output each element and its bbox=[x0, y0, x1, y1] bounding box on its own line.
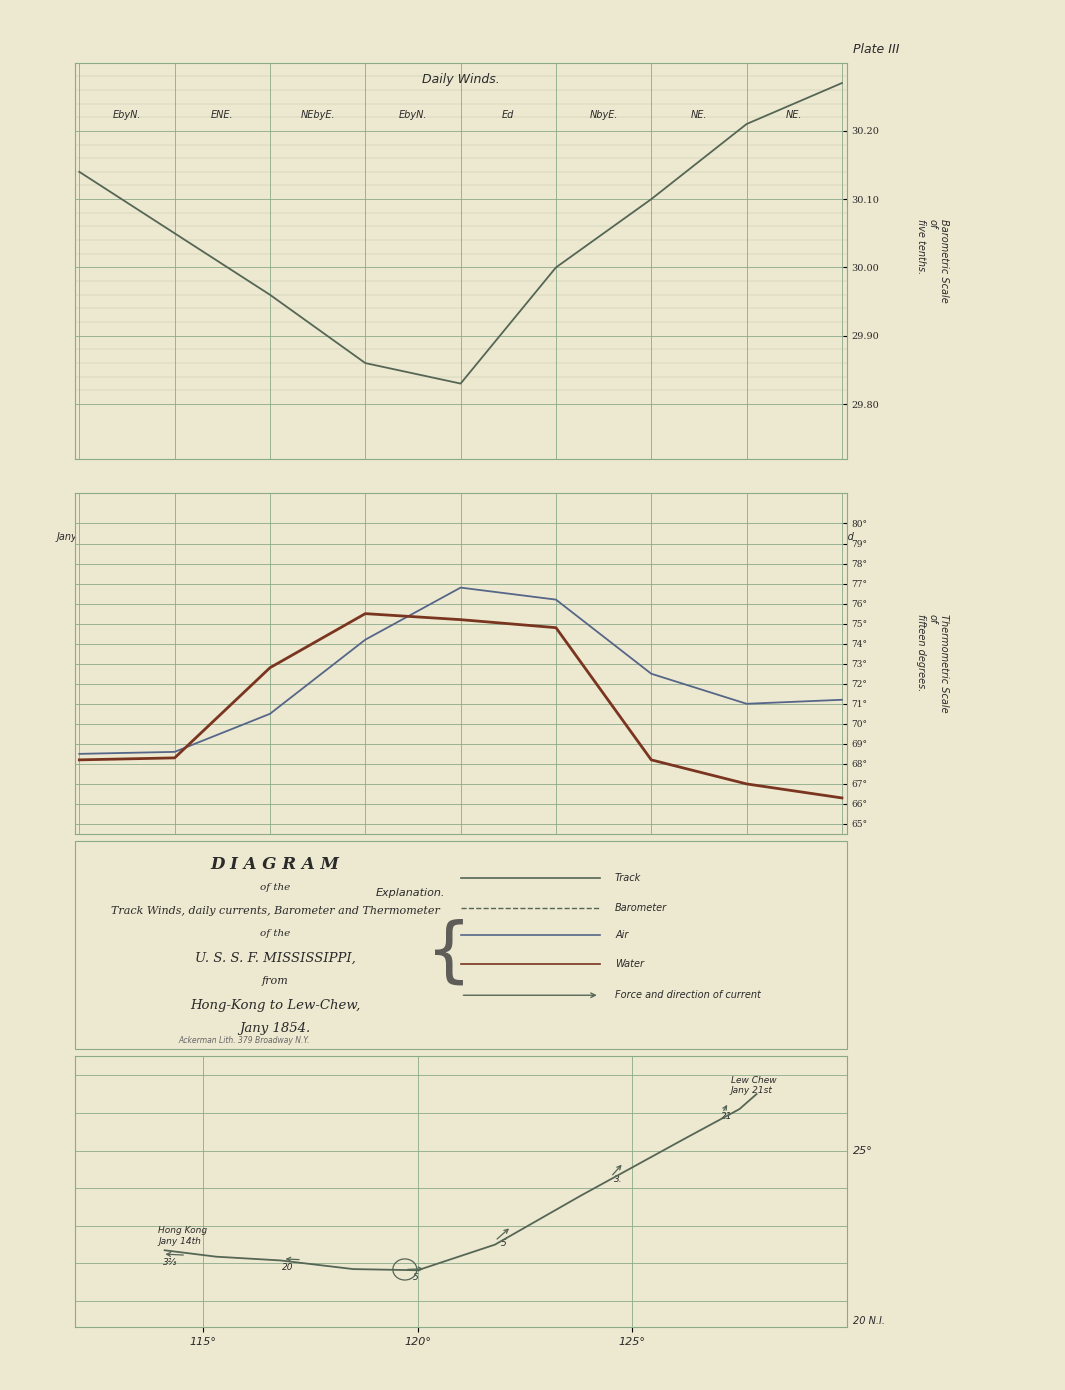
Text: 20th: 20th bbox=[640, 532, 662, 542]
Text: 3.: 3. bbox=[613, 1175, 622, 1184]
Text: Water: Water bbox=[616, 959, 644, 969]
Text: Air: Air bbox=[616, 930, 628, 940]
Text: Daily Winds.: Daily Winds. bbox=[422, 74, 499, 86]
Text: EbyN.: EbyN. bbox=[113, 110, 142, 120]
Text: 20 N.I.: 20 N.I. bbox=[853, 1315, 885, 1326]
Text: 17th: 17th bbox=[354, 532, 377, 542]
Text: Track Winds, daily currents, Barometer and Thermometer: Track Winds, daily currents, Barometer a… bbox=[111, 906, 440, 916]
Text: Hong-Kong to Lew-Chew,: Hong-Kong to Lew-Chew, bbox=[191, 999, 360, 1012]
Text: ENE.: ENE. bbox=[211, 110, 233, 120]
Text: Jany 1854.: Jany 1854. bbox=[240, 1023, 311, 1036]
Text: Track: Track bbox=[616, 873, 641, 884]
Text: Force and direction of current: Force and direction of current bbox=[616, 990, 760, 1001]
Text: NE.: NE. bbox=[691, 110, 707, 120]
Text: 18th: 18th bbox=[449, 532, 472, 542]
Text: of the: of the bbox=[260, 883, 291, 891]
Text: 3⅔: 3⅔ bbox=[163, 1258, 178, 1268]
Text: 21: 21 bbox=[721, 1112, 733, 1122]
Text: 5: 5 bbox=[413, 1273, 419, 1282]
Text: 5: 5 bbox=[501, 1238, 507, 1248]
Text: Barometric Scale
of
five tenths.: Barometric Scale of five tenths. bbox=[916, 218, 949, 303]
Text: 19th: 19th bbox=[544, 532, 568, 542]
Text: 15th: 15th bbox=[163, 532, 186, 542]
Text: Explanation.: Explanation. bbox=[376, 888, 445, 898]
Text: D I A G R A M: D I A G R A M bbox=[211, 855, 340, 873]
Text: NbyE.: NbyE. bbox=[589, 110, 618, 120]
Text: NEbyE.: NEbyE. bbox=[300, 110, 334, 120]
Text: EbyN.: EbyN. bbox=[398, 110, 427, 120]
Text: NE.: NE. bbox=[786, 110, 803, 120]
Text: 20: 20 bbox=[282, 1264, 294, 1272]
Text: Ackerman Lith. 379 Broadway N.Y.: Ackerman Lith. 379 Broadway N.Y. bbox=[179, 1037, 310, 1045]
Text: Lew Chew
Jany 21st: Lew Chew Jany 21st bbox=[731, 1076, 776, 1095]
Text: Plate III: Plate III bbox=[853, 43, 900, 56]
Text: Thermometric Scale
of
fifteen degrees.: Thermometric Scale of fifteen degrees. bbox=[916, 614, 949, 713]
Text: U. S. S. F. MISSISSIPPI,: U. S. S. F. MISSISSIPPI, bbox=[195, 951, 356, 965]
Text: Jany 14th: Jany 14th bbox=[56, 532, 102, 542]
Text: Barometer: Barometer bbox=[616, 902, 667, 913]
Text: 22nd: 22nd bbox=[830, 532, 854, 542]
Text: 16th: 16th bbox=[259, 532, 281, 542]
Text: Hong Kong
Jany 14th: Hong Kong Jany 14th bbox=[159, 1226, 208, 1245]
Text: from: from bbox=[262, 976, 289, 987]
Text: Ed: Ed bbox=[502, 110, 514, 120]
Text: 25°: 25° bbox=[853, 1145, 873, 1155]
Text: {: { bbox=[426, 919, 472, 988]
Text: 21st: 21st bbox=[736, 532, 757, 542]
Text: of the: of the bbox=[260, 929, 291, 937]
